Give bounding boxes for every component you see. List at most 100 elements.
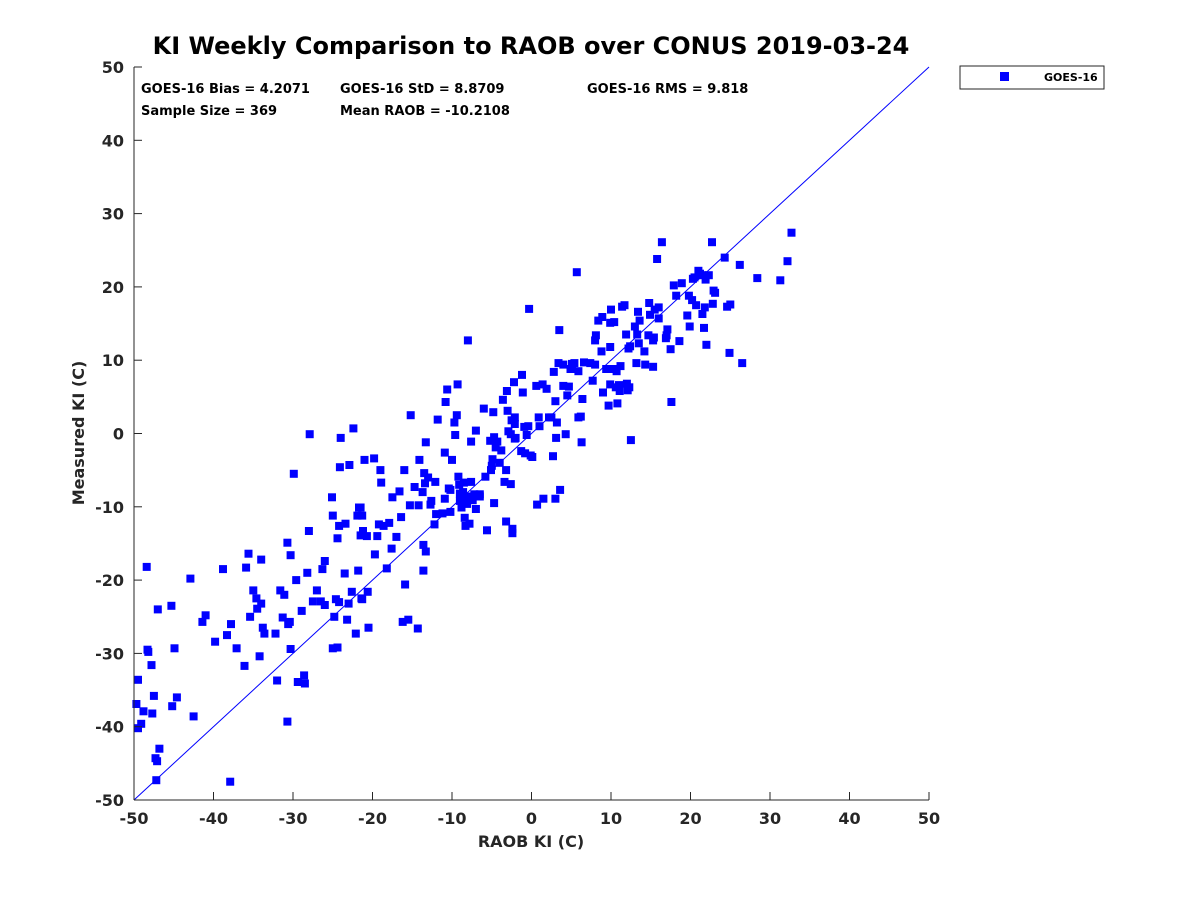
y-tick-label: -10 (95, 498, 124, 517)
data-point-34 (249, 586, 258, 595)
x-tick-label: -50 (120, 809, 149, 828)
data-point-99 (364, 623, 373, 632)
data-point-116 (401, 580, 410, 589)
data-point-281 (632, 359, 641, 368)
data-point-56 (297, 606, 306, 615)
data-point-117 (404, 615, 413, 624)
data-point-58 (300, 679, 309, 688)
data-point-23 (201, 611, 210, 620)
data-point-57 (300, 671, 309, 680)
data-point-220 (539, 494, 548, 503)
data-point-40 (258, 623, 267, 632)
data-point-241 (572, 268, 581, 277)
data-point-318 (698, 310, 707, 318)
data-point-257 (602, 365, 611, 373)
data-point-198 (508, 524, 517, 533)
data-point-129 (421, 438, 430, 447)
data-point-17 (168, 702, 177, 711)
stat-rms: GOES-16 RMS = 9.818 (587, 82, 748, 97)
x-tick-label: 30 (759, 809, 781, 828)
data-point-151 (454, 472, 463, 481)
data-point-156 (459, 488, 468, 497)
data-point-39 (257, 599, 266, 608)
data-point-305 (672, 291, 681, 300)
data-point-204 (510, 413, 519, 422)
data-point-14 (155, 744, 164, 753)
data-point-138 (438, 509, 447, 518)
data-point-91 (356, 531, 365, 540)
data-point-42 (271, 629, 280, 638)
data-point-173 (475, 492, 484, 501)
data-point-3 (137, 719, 146, 728)
data-point-28 (226, 777, 235, 786)
data-point-2 (134, 724, 142, 733)
data-point-332 (735, 260, 744, 269)
data-point-325 (708, 299, 717, 308)
data-point-214 (528, 453, 537, 461)
data-point-152 (455, 480, 464, 489)
data-point-135 (431, 477, 440, 486)
data-point-149 (452, 411, 461, 420)
data-point-260 (606, 343, 615, 351)
data-point-127 (420, 469, 429, 478)
data-point-287 (641, 360, 650, 369)
data-point-133 (427, 496, 436, 505)
data-point-184 (491, 443, 500, 452)
data-point-320 (700, 303, 709, 312)
data-point-255 (598, 313, 607, 321)
data-point-224 (549, 452, 557, 461)
data-point-252 (591, 331, 600, 340)
data-point-43 (273, 676, 282, 685)
data-point-155 (457, 503, 466, 512)
data-point-210 (522, 431, 531, 439)
data-point-103 (374, 520, 383, 529)
data-point-240 (570, 359, 579, 368)
x-tick-label: -30 (279, 809, 308, 828)
data-point-68 (328, 644, 337, 653)
data-point-105 (377, 478, 386, 487)
data-point-201 (510, 420, 519, 428)
data-point-8 (147, 661, 156, 670)
data-point-46 (280, 590, 289, 599)
data-point-27 (227, 620, 235, 629)
y-tick-label: 50 (102, 58, 124, 77)
data-point-54 (292, 576, 301, 585)
data-point-277 (625, 383, 634, 392)
data-point-176 (483, 526, 491, 535)
data-point-227 (551, 397, 560, 406)
data-point-52 (286, 645, 295, 653)
data-point-104 (376, 466, 385, 475)
data-point-84 (347, 587, 356, 596)
data-point-245 (577, 438, 586, 447)
data-point-191 (502, 466, 511, 475)
data-point-20 (186, 574, 195, 583)
data-point-174 (479, 404, 488, 413)
data-point-266 (612, 367, 621, 376)
data-point-30 (240, 661, 249, 670)
data-point-112 (395, 487, 404, 496)
data-point-233 (559, 381, 568, 390)
data-point-130 (421, 547, 430, 556)
data-point-119 (406, 411, 415, 420)
data-point-108 (385, 518, 394, 527)
data-point-78 (336, 433, 345, 442)
stat-sample-size: Sample Size = 369 (141, 104, 277, 119)
data-point-267 (613, 399, 622, 408)
data-point-337 (787, 228, 796, 237)
data-point-251 (591, 360, 600, 369)
data-point-327 (711, 288, 720, 297)
data-point-86 (351, 629, 360, 638)
y-tick-label: 20 (102, 278, 124, 297)
data-point-273 (622, 330, 631, 339)
data-point-295 (653, 255, 662, 263)
statistics-annotations: GOES-16 Bias = 4.2071 GOES-16 StD = 8.87… (141, 82, 748, 119)
data-point-291 (649, 362, 658, 371)
data-point-278 (626, 342, 635, 351)
data-point-187 (497, 446, 506, 455)
data-point-29 (232, 644, 241, 653)
data-point-50 (285, 617, 294, 626)
data-point-61 (304, 527, 313, 535)
data-point-306 (675, 337, 684, 346)
y-tick-label: -40 (95, 718, 124, 737)
data-point-45 (278, 613, 287, 622)
